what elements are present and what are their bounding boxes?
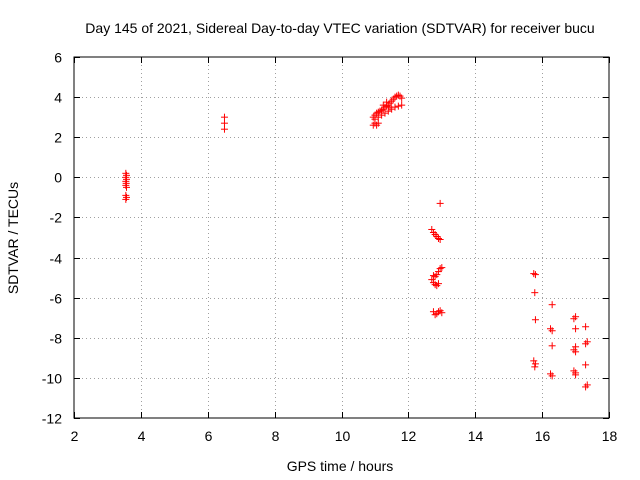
y-tick-label: 4 [54, 90, 62, 106]
data-point [582, 323, 590, 331]
tick-labels: 2 4 6 8 10 12 14 16 18 -12 -10 -8 -6 -4 -2 0 2 4 6 [42, 50, 618, 445]
y-tick-label: -8 [50, 331, 63, 347]
x-tick-label: 14 [468, 428, 484, 444]
data-point [436, 265, 444, 273]
y-tick-label: 0 [54, 170, 62, 186]
data-point [436, 199, 444, 207]
data-point [398, 101, 406, 109]
y-tick-label: 2 [54, 130, 62, 146]
plot-frame [73, 56, 610, 419]
data-point [220, 119, 228, 127]
data-point [582, 340, 590, 348]
y-axis-label: SDTVAR / TECUs [5, 182, 21, 294]
x-axis-label: GPS time / hours [287, 458, 394, 474]
data-point [433, 271, 441, 279]
data-point [531, 360, 539, 368]
data-point [570, 315, 578, 323]
y-tick-label: -2 [50, 210, 63, 226]
data-point [548, 327, 556, 335]
y-tick-label: 6 [54, 50, 62, 66]
data-point [434, 308, 442, 316]
data-point [572, 371, 580, 379]
x-tick-label: 16 [535, 428, 551, 444]
chart-title: Day 145 of 2021, Sidereal Day-to-day VTE… [85, 20, 594, 36]
data-point [122, 195, 130, 203]
data-point [386, 103, 394, 111]
data-point [438, 264, 446, 272]
data-point [531, 271, 539, 279]
data-point [374, 119, 382, 127]
x-tick-label: 18 [602, 428, 618, 444]
data-point [379, 101, 387, 109]
grid-lines [74, 57, 609, 418]
x-tick-label: 4 [138, 428, 146, 444]
x-tick-label: 2 [71, 428, 79, 444]
data-point [531, 363, 539, 371]
data-point [436, 236, 444, 244]
y-tick-label: -6 [50, 291, 63, 307]
x-tick-label: 8 [272, 428, 280, 444]
data-point [572, 325, 580, 333]
data-point [434, 235, 442, 243]
x-tick-label: 6 [205, 428, 213, 444]
data-point [431, 311, 439, 319]
data-point [220, 125, 228, 133]
data-point [548, 372, 556, 380]
data-point [438, 309, 446, 317]
data-point [530, 357, 538, 365]
y-tick-label: -4 [50, 251, 63, 267]
data-point [398, 94, 406, 102]
data-point [383, 98, 391, 106]
x-tick-label: 12 [401, 428, 417, 444]
data-point [394, 102, 402, 110]
data-point [431, 281, 439, 289]
data-point [530, 270, 538, 278]
data-point [582, 383, 590, 391]
data-point [548, 342, 556, 350]
data-points [122, 91, 591, 391]
data-point [548, 301, 556, 309]
data-point [429, 272, 437, 280]
data-point [122, 183, 130, 191]
axis-ticks [74, 57, 610, 419]
data-point [572, 348, 580, 356]
data-point [428, 276, 436, 284]
x-tick-label: 10 [335, 428, 351, 444]
data-point [531, 289, 539, 297]
y-tick-label: -12 [42, 411, 62, 427]
data-point [434, 268, 442, 276]
data-point [428, 225, 436, 233]
data-point [394, 91, 402, 99]
data-point [220, 113, 228, 121]
data-point [531, 316, 539, 324]
data-point [582, 361, 590, 369]
y-tick-label: -10 [42, 371, 62, 387]
data-point [434, 280, 442, 288]
